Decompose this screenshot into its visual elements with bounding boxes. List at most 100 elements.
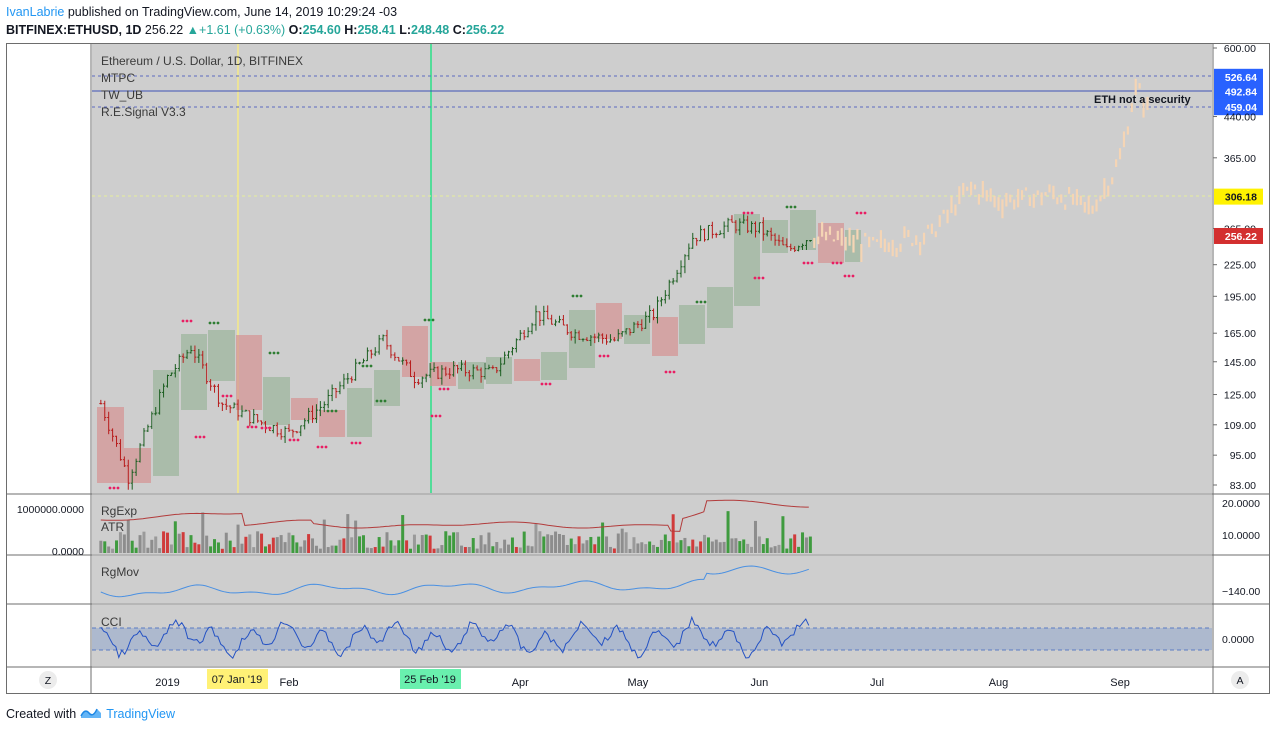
volume-bar [326,547,330,553]
volume-bar [311,538,315,553]
pane-name-cci: CCI [101,615,122,629]
volume-bar [757,536,761,553]
signal-dot [288,438,292,442]
signal-dot [757,276,761,280]
signal-dot [843,274,847,278]
tradingview-link[interactable]: TradingView [106,706,175,721]
auto-scale-button[interactable] [1231,671,1249,689]
volume-bar [797,546,801,553]
signal-box [734,214,760,306]
signal-box [790,210,816,250]
signal-dot [350,441,354,445]
volume-bar [373,547,377,553]
volume-bar [746,543,750,553]
volume-bar [636,543,640,553]
tradingview-logo-icon [80,705,102,722]
signal-dot [753,276,757,280]
volume-bar [252,547,256,553]
volume-bar [283,542,287,553]
volume-bar [342,538,346,553]
signal-dot [229,394,233,398]
volume-bar [542,536,546,553]
legend-mtpc: MTPC [101,71,135,85]
marker-label-feb: 25 Feb '19 [404,674,456,686]
signal-dot [571,294,575,298]
volume-bar [742,539,746,553]
volume-bar [146,547,150,553]
signal-box [97,407,124,483]
volume-bar [397,540,401,553]
open-label: O: [288,23,303,37]
volume-bar [130,540,134,553]
signal-dot [742,211,746,215]
volume-bar [652,544,656,553]
time-axis-label: Sep [1110,677,1130,689]
signal-dot [793,205,797,209]
volume-bar [573,544,577,553]
zoom-button[interactable] [39,671,57,689]
volume-bar [440,545,444,553]
signal-dot [216,321,220,325]
price-pane[interactable] [92,44,1212,493]
publish-info: IvanLabrie published on TradingView.com,… [6,5,397,19]
time-axis-label: Aug [989,677,1009,689]
volume-bar [154,536,158,553]
volume-bar [624,532,628,553]
volume-bar [789,538,793,553]
volume-bar [256,531,260,553]
volume-bar [663,534,667,553]
volume-bar [514,546,518,553]
signal-dot [438,414,442,418]
time-axis-label: Jul [870,677,884,689]
volume-bar [612,548,616,553]
volume-bar [193,542,197,553]
cci-band [92,628,1212,650]
signal-dot [442,387,446,391]
volume-bar [499,548,503,553]
volume-bar [365,547,369,553]
volume-bar [314,545,318,553]
volume-bar [679,540,683,553]
volume-bar [710,541,714,553]
signal-dot [598,354,602,358]
volume-bar [581,543,585,553]
volume-bar [405,540,409,553]
volume-bar [220,548,224,553]
volume-bar [620,528,624,553]
volume-bar [467,547,471,553]
footer: Created with TradingView [6,705,175,722]
rgexp-axis-top: 20.0000 [1222,498,1260,510]
author-link[interactable]: IvanLabrie [6,5,65,19]
time-axis-label: Apr [512,677,529,689]
signal-box [541,352,567,380]
time-axis-label: 2019 [155,677,179,689]
volume-bar [471,538,475,553]
price-tag: 459.04 [1225,102,1257,114]
signal-dot [806,261,810,265]
price-axis-label: 225.00 [1224,260,1256,272]
volume-bar [463,547,467,553]
volume-bar [358,536,362,553]
volume-bar [275,537,279,553]
signal-box [319,410,345,437]
signal-dot [761,276,765,280]
signal-dot [276,351,280,355]
signal-dot [292,438,296,442]
signal-box [236,335,262,410]
volume-bar [616,533,620,553]
signal-box [458,362,484,389]
signal-dot [250,425,254,429]
price-tag: 492.84 [1225,86,1257,98]
rgexp-axis-bottom: 10.0000 [1222,530,1260,542]
price-tag-bg [1214,227,1263,244]
volume-bar [428,535,432,553]
volume-bar [538,531,542,553]
volume-bar [655,546,659,553]
signal-dot [296,438,300,442]
volume-bar [699,541,703,553]
rgmov-line [100,565,809,598]
rgmov-pane[interactable] [92,556,1212,603]
volume-bar [354,520,358,553]
zoom-button-label: Z [45,675,52,687]
